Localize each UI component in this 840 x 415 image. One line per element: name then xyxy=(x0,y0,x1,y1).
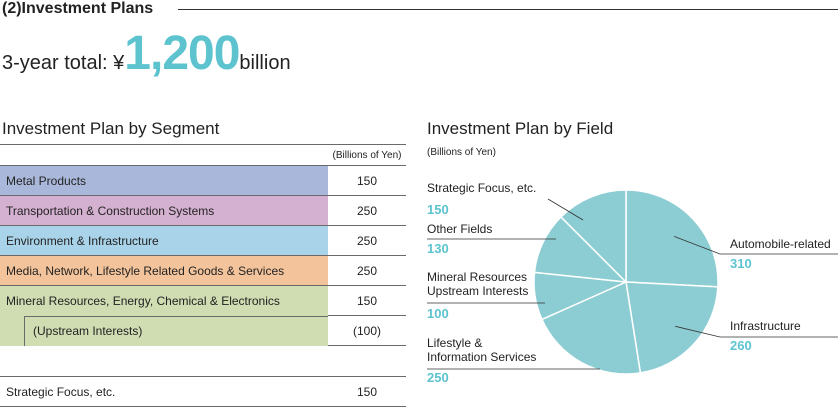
table-row: (Upstream Interests) (100) xyxy=(0,315,406,346)
label-line: Information Services xyxy=(427,350,537,364)
segment-value: 250 xyxy=(328,195,406,226)
pie-chart-title: Investment Plan by Field xyxy=(427,119,614,138)
slice-label-lifestyle: Lifestyle & Information Services xyxy=(427,336,536,364)
segment-label: Transportation & Construction Systems xyxy=(0,195,328,226)
slice-value-lifestyle: 250 xyxy=(427,370,449,385)
segment-value: 150 xyxy=(328,165,406,196)
table-row: Strategic Focus, etc. 150 xyxy=(0,376,406,407)
pie-slice-infrastructure xyxy=(625,281,719,374)
segment-sub-cell: (Upstream Interests) xyxy=(0,315,328,346)
slice-value-other: 130 xyxy=(427,241,449,256)
pie-unit-note: (Billions of Yen) xyxy=(427,147,496,158)
section-divider xyxy=(178,9,838,10)
total-investment: 3-year total: ¥1,200billion xyxy=(2,26,291,81)
slice-label-mineral: Mineral Resources Upstream Interests xyxy=(427,270,528,298)
segment-label: Media, Network, Lifestyle Related Goods … xyxy=(0,255,328,286)
table-row: Media, Network, Lifestyle Related Goods … xyxy=(0,255,406,286)
table-spacer-row xyxy=(0,345,406,377)
segment-value: (100) xyxy=(328,315,406,346)
segment-label: Metal Products xyxy=(0,165,328,196)
table-row: Metal Products 150 xyxy=(0,165,406,196)
label-line: Lifestyle & xyxy=(427,336,483,350)
slice-label-infrastructure: Infrastructure xyxy=(730,319,801,333)
pie-slice-automobile xyxy=(625,189,719,288)
slice-value-infrastructure: 260 xyxy=(730,338,752,353)
segment-label: Environment & Infrastructure xyxy=(0,225,328,256)
segment-label: Strategic Focus, etc. xyxy=(0,376,328,407)
slice-label-strategic: Strategic Focus, etc. xyxy=(427,181,537,195)
segment-table-title: Investment Plan by Segment xyxy=(2,119,220,138)
segment-label: Mineral Resources, Energy, Chemical & El… xyxy=(0,285,328,316)
leader-line-infrastructure xyxy=(675,325,838,338)
label-line: Mineral Resources xyxy=(427,270,528,284)
table-row: Environment & Infrastructure 250 xyxy=(0,225,406,256)
leader-line-strategic xyxy=(547,198,584,221)
table-row: Mineral Resources, Energy, Chemical & El… xyxy=(0,285,406,316)
total-value: 1,200 xyxy=(124,27,240,80)
spacer-cell xyxy=(328,345,406,377)
segment-value: 250 xyxy=(328,225,406,256)
slice-value-strategic: 150 xyxy=(427,202,449,217)
pie-slice-lifestyle xyxy=(540,280,642,375)
table-unit-note: (Billions of Yen) xyxy=(328,144,406,166)
total-unit: billion xyxy=(239,52,291,74)
total-label: 3-year total: ¥ xyxy=(2,52,125,74)
segment-table: (Billions of Yen) Metal Products 150 Tra… xyxy=(0,144,406,407)
slice-value-automobile: 310 xyxy=(730,256,752,271)
table-header-blank xyxy=(0,144,328,166)
leader-line-automobile xyxy=(673,236,838,255)
slice-label-automobile: Automobile-related xyxy=(730,237,831,251)
segment-value: 250 xyxy=(328,255,406,286)
segment-value: 150 xyxy=(328,285,406,316)
label-line: Upstream Interests xyxy=(427,284,529,298)
table-row: Transportation & Construction Systems 25… xyxy=(0,195,406,226)
section-title: (2)Investment Plans xyxy=(2,0,154,17)
slice-label-other: Other Fields xyxy=(427,222,493,236)
pie-slice-strategic xyxy=(559,189,627,284)
segment-label: (Upstream Interests) xyxy=(24,315,328,346)
segment-value: 150 xyxy=(328,376,406,407)
slice-value-mineral: 100 xyxy=(427,306,449,321)
